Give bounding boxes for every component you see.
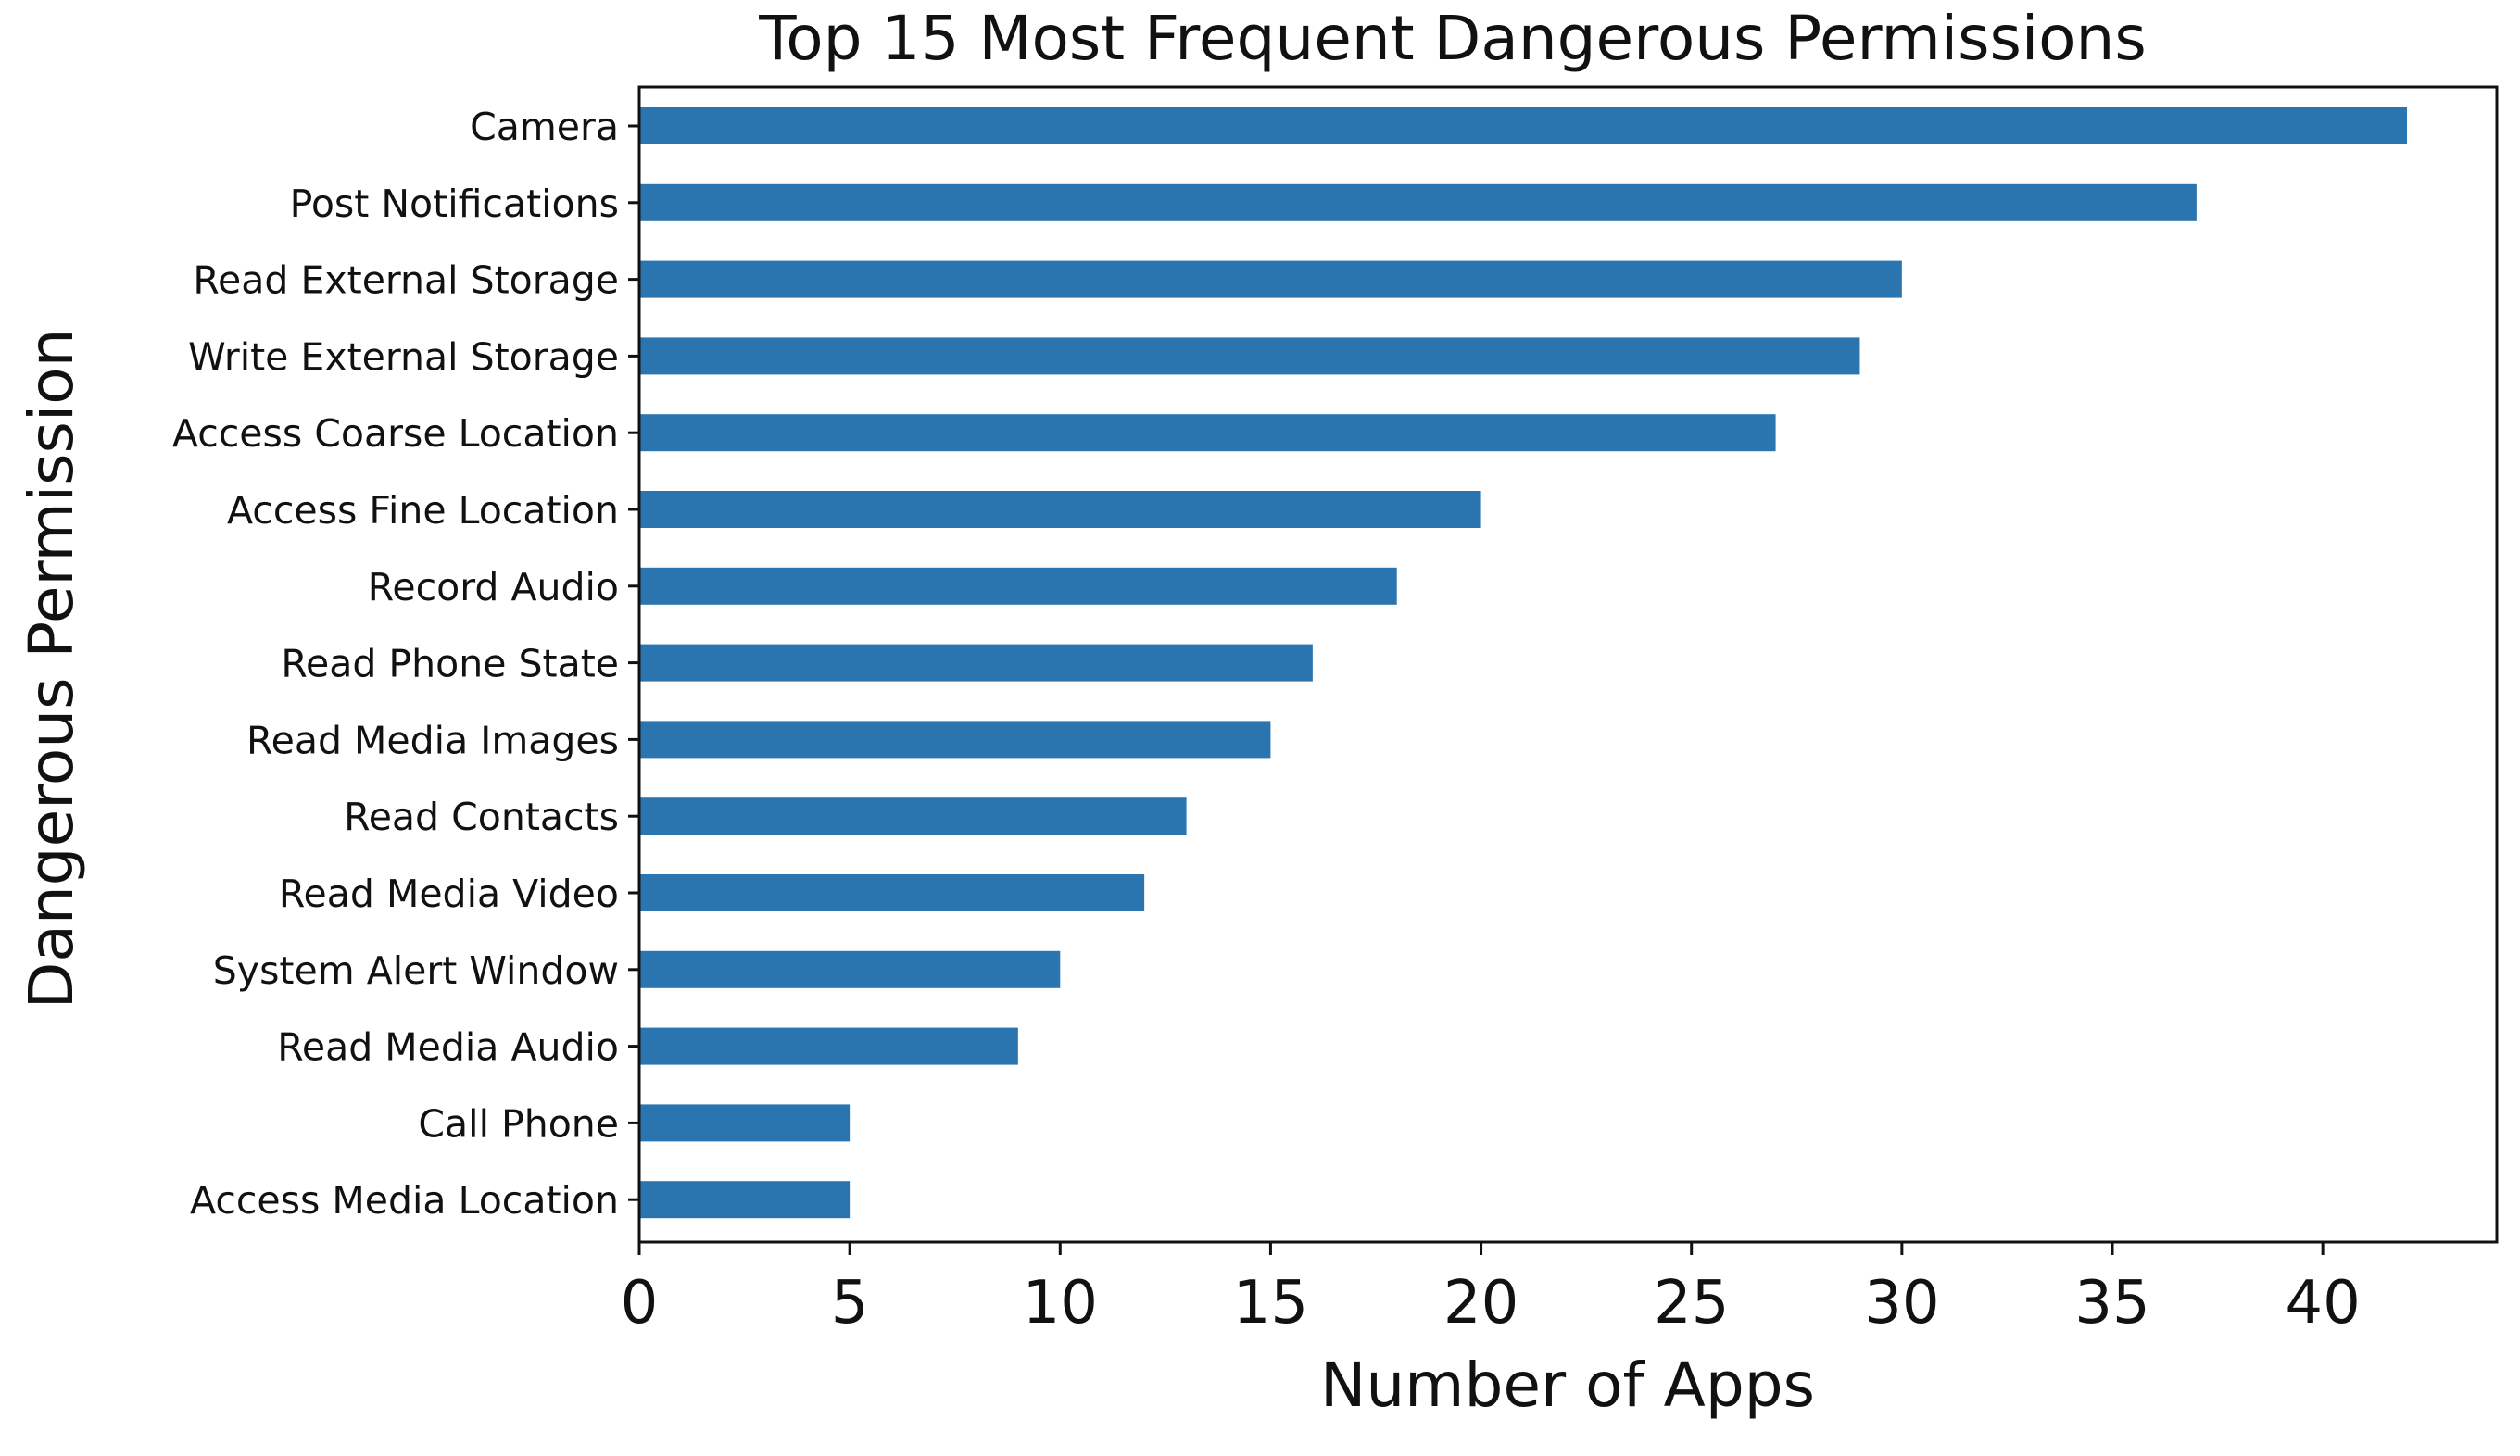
x-tick-label: 15 [1233, 1269, 1308, 1337]
y-axis-title: Dangerous Permission [16, 329, 87, 1010]
category-label: Record Audio [368, 565, 619, 609]
bar [639, 721, 1271, 759]
x-tick-label: 5 [831, 1269, 869, 1337]
bar [639, 1181, 850, 1219]
x-tick-label: 20 [1443, 1269, 1518, 1337]
category-label: Read Media Audio [277, 1025, 619, 1070]
x-tick-label: 40 [2285, 1269, 2360, 1337]
category-labels: Camera Post Notifications Read External St… [172, 105, 619, 1223]
bar [639, 337, 1860, 375]
bars-group [639, 107, 2407, 1219]
category-label: Read Media Video [279, 872, 619, 916]
bar [639, 644, 1313, 682]
x-tick-label: 0 [621, 1269, 659, 1337]
category-label: Camera [470, 105, 619, 149]
bar [639, 874, 1145, 911]
bar [639, 491, 1481, 528]
x-tick-label: 30 [1864, 1269, 1939, 1337]
x-axis-title: Number of Apps [1320, 1349, 1815, 1421]
x-tick-label: 10 [1023, 1269, 1098, 1337]
bar [639, 950, 1061, 988]
bar [639, 107, 2407, 144]
plot-frame [637, 85, 2499, 1244]
category-label: Write External Storage [188, 334, 619, 379]
bar [639, 1104, 850, 1142]
category-label: Read Contacts [344, 795, 619, 839]
bar [639, 1027, 1018, 1065]
bar [639, 414, 1776, 452]
bar [639, 260, 1902, 298]
bar [639, 567, 1397, 605]
category-label: Access Media Location [190, 1178, 619, 1223]
category-label: System Alert Window [213, 948, 619, 993]
category-label: Post Notifications [290, 182, 619, 226]
chart-title: Top 15 Most Frequent Dangerous Permissio… [758, 3, 2147, 74]
x-tick-label: 35 [2074, 1269, 2149, 1337]
x-axis-ticks: 0 5 10 15 20 25 30 35 40 [621, 124, 2361, 1337]
category-label: Read Phone State [281, 642, 619, 686]
category-label: Read External Storage [193, 258, 619, 303]
bar [639, 183, 2197, 221]
category-label: Call Phone [418, 1101, 619, 1146]
category-label: Read Media Images [246, 718, 619, 762]
x-tick-label: 25 [1654, 1269, 1729, 1337]
category-label: Access Fine Location [227, 488, 619, 533]
bar [639, 797, 1187, 835]
category-label: Access Coarse Location [172, 411, 619, 456]
